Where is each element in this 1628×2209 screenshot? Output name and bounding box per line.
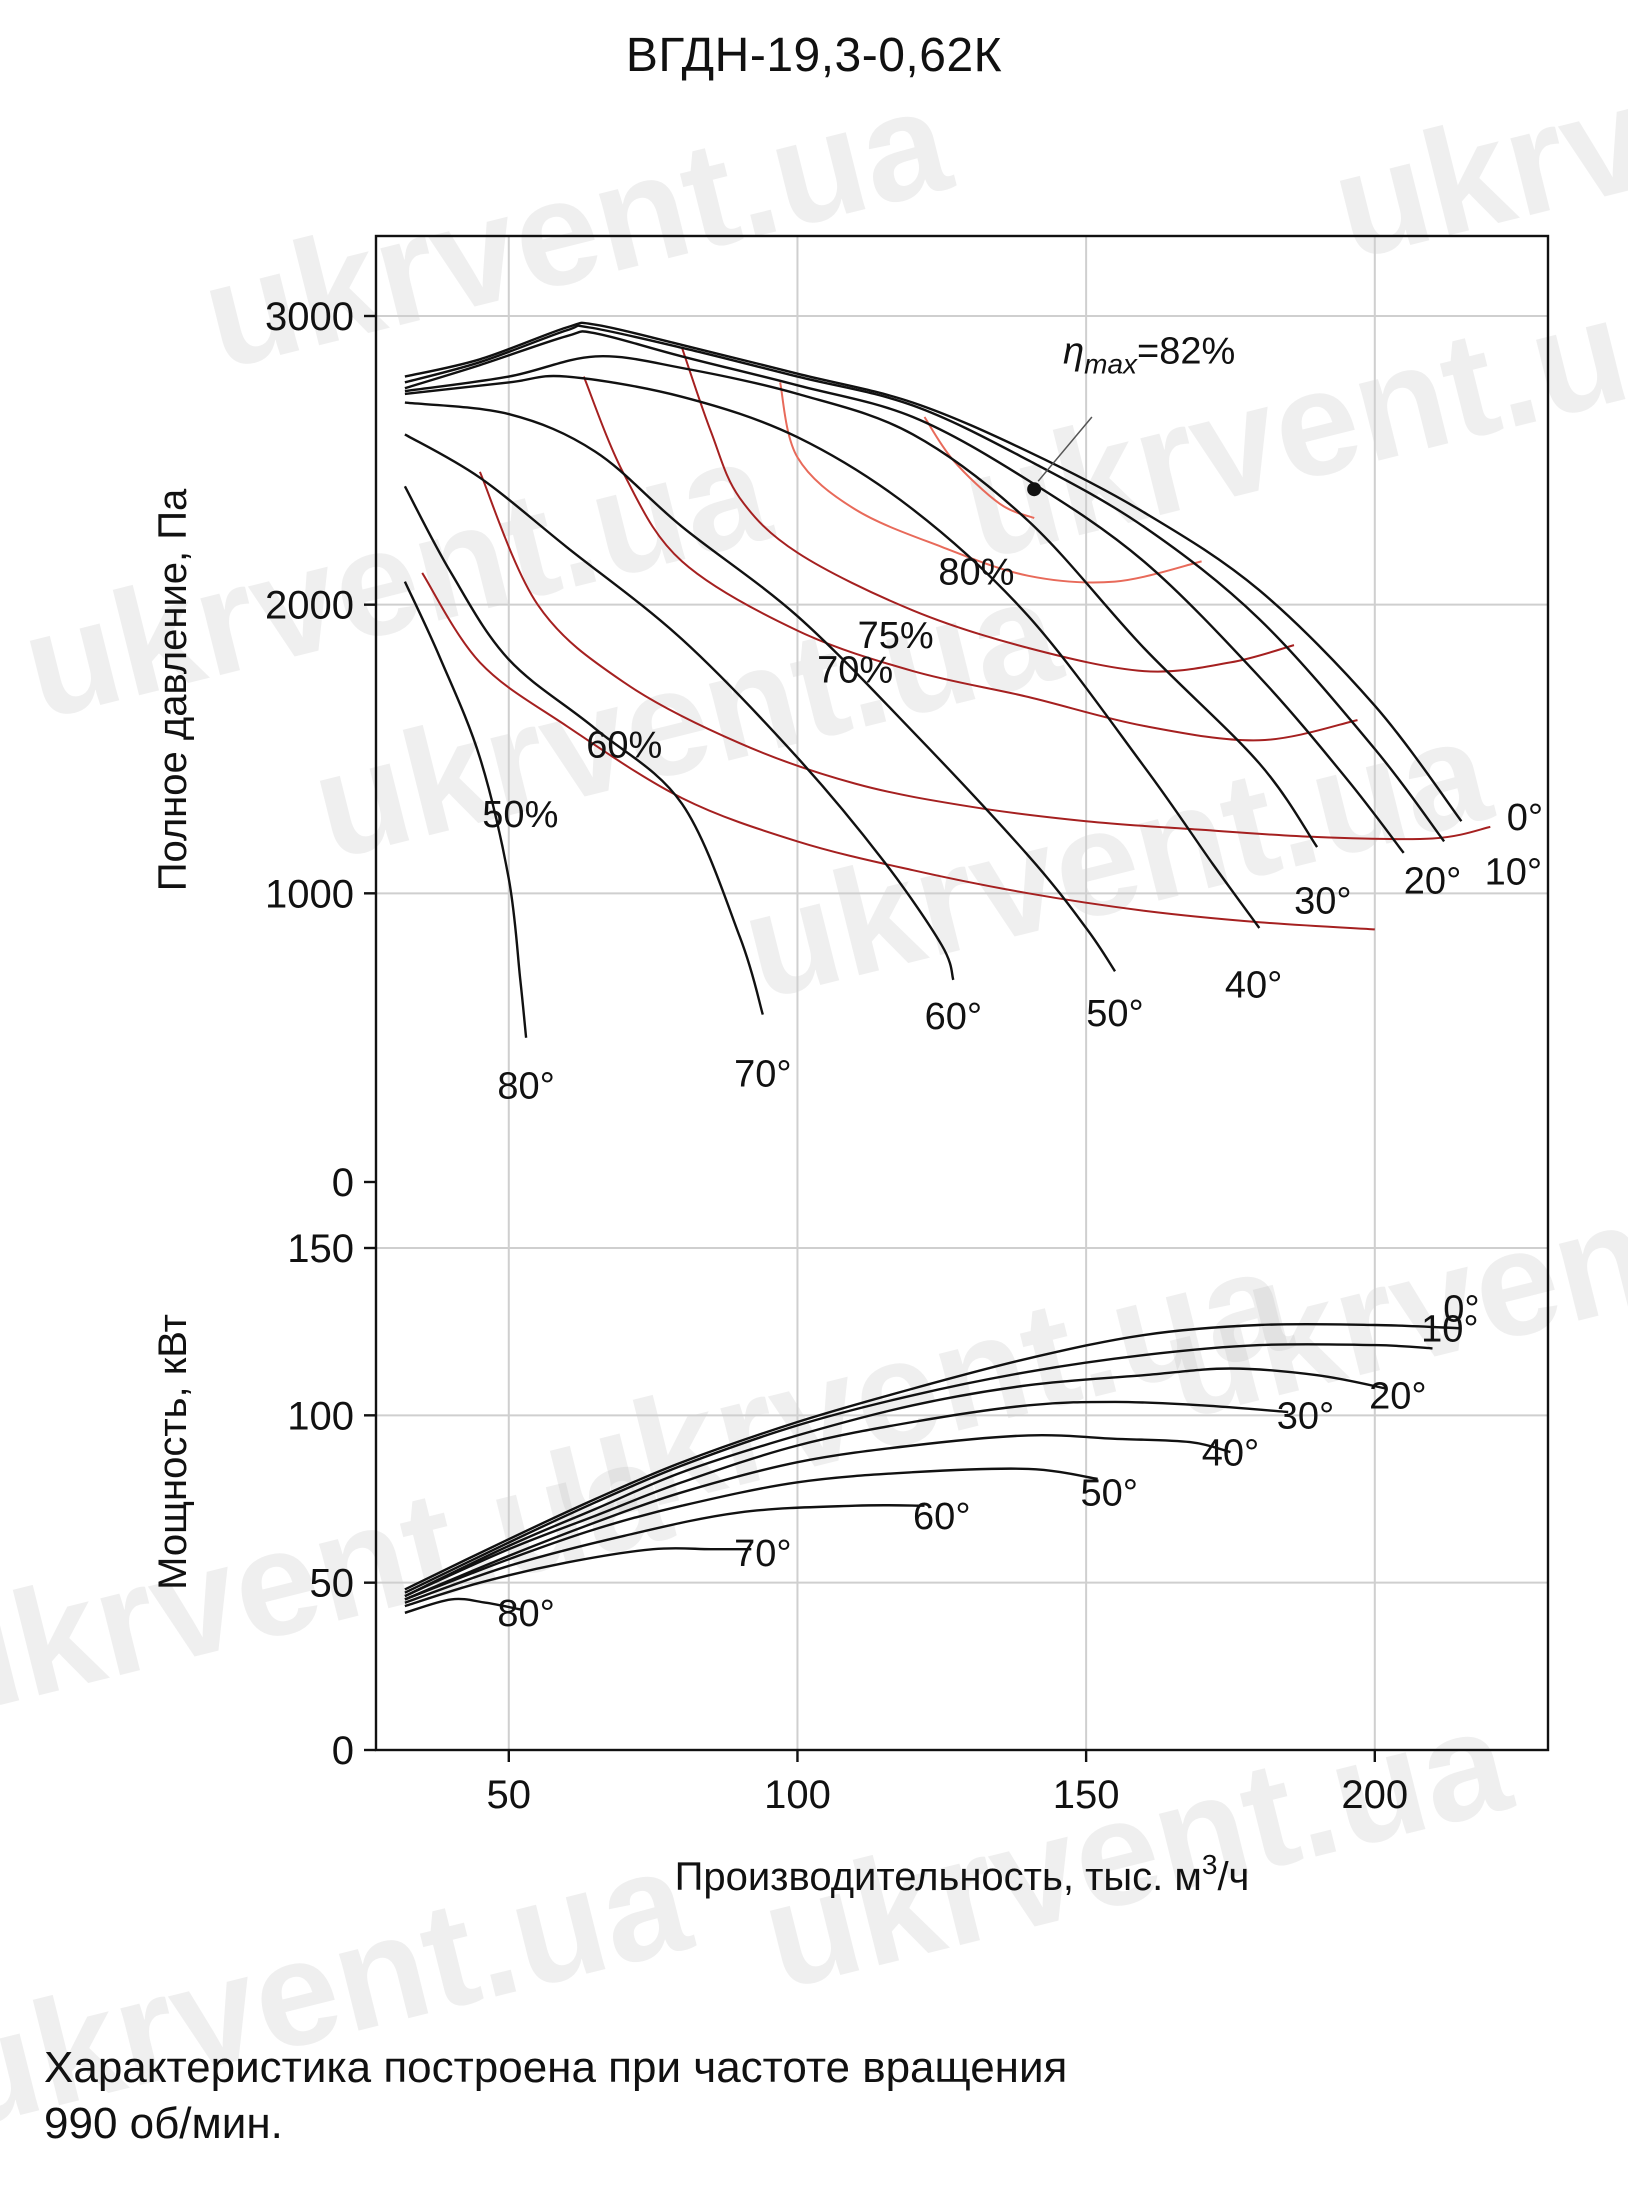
pressure-curve-label: 50°: [1086, 993, 1143, 1035]
power-curve-label: 30°: [1277, 1396, 1334, 1438]
plot-frame: [374, 234, 1550, 1752]
eta-max-point: [1027, 482, 1042, 497]
power-curve-0deg: [404, 1322, 1462, 1591]
y-axis-title-power: Мощность, кВт: [151, 1314, 195, 1590]
power-curve-80deg: [404, 1597, 521, 1614]
pressure-curve-40deg: [404, 374, 1261, 929]
pressure-curve-label: 10°: [1485, 852, 1542, 894]
footnote-line-2: 990 об/мин.: [44, 2099, 283, 2148]
y-tick-label-power: 100: [287, 1394, 354, 1438]
power-curve-label: 80°: [497, 1593, 554, 1635]
chart-grid: [376, 236, 1548, 1750]
pressure-curve-label: 60°: [925, 996, 982, 1038]
x-tick-label: 200: [1341, 1773, 1408, 1817]
pressure-curve-80deg: [403, 581, 528, 1038]
power-curves: [404, 1322, 1462, 1614]
eta-value: =82%: [1137, 331, 1235, 373]
power-curve-label: 20°: [1369, 1376, 1426, 1418]
x-axis-title: Производительность, тыс. м3/ч: [675, 1849, 1250, 1899]
y-tick-label-pressure: 0: [332, 1161, 354, 1205]
y-tick-label-pressure: 3000: [265, 295, 354, 339]
efficiency-label: 80%: [938, 551, 1014, 593]
x-axis-title-sup: 3: [1202, 1849, 1218, 1880]
efficiency-label: 60%: [586, 725, 662, 767]
efficiency-curve-60pct: [478, 471, 1491, 841]
power-curve-70deg: [404, 1547, 752, 1608]
watermark-text: ukrvent.ua: [187, 54, 965, 401]
x-tick-label: 150: [1053, 1773, 1120, 1817]
x-tick-label: 100: [764, 1773, 831, 1817]
pressure-curves: [403, 321, 1463, 1038]
watermark-text: ukrvent.ua: [947, 244, 1628, 591]
power-curve-60deg: [404, 1504, 925, 1604]
pressure-curve-label: 20°: [1404, 860, 1461, 902]
power-curve-label: 10°: [1421, 1309, 1478, 1351]
power-curve-30deg: [404, 1400, 1289, 1598]
efficiency-curve-80pct: [779, 382, 1202, 584]
power-curve-40deg: [404, 1433, 1231, 1601]
eta-symbol: η: [1063, 331, 1084, 373]
footnote-line-1: Характеристика построена при частоте вра…: [44, 2043, 1068, 2092]
pressure-curve-10deg: [404, 324, 1446, 843]
efficiency-curve-75pct: [681, 347, 1295, 673]
pressure-curve-60deg: [404, 433, 955, 981]
efficiency-label: 70%: [817, 650, 893, 692]
pressure-curve-0deg: [404, 321, 1463, 822]
power-curve-50deg: [404, 1467, 1098, 1601]
pressure-curve-label: 70°: [734, 1054, 791, 1096]
power-curve-label: 0°: [1443, 1289, 1479, 1331]
pressure-curve-20deg: [404, 330, 1405, 854]
x-axis-title-main: Производительность, тыс. м: [675, 1855, 1202, 1899]
chart-title: ВГДН-19,3-0,62К: [625, 29, 1003, 82]
x-axis-title-tail: /ч: [1217, 1855, 1249, 1899]
y-tick-label-power: 150: [287, 1227, 354, 1271]
efficiency-label: 75%: [858, 615, 934, 657]
watermark-text: ukrvent.ua: [747, 1674, 1525, 2021]
y-axis-title-pressure: Полное давление, Па: [151, 488, 195, 891]
efficiency-label: 50%: [482, 794, 558, 836]
power-curve-20deg: [404, 1367, 1387, 1598]
power-curve-label: 70°: [734, 1533, 791, 1575]
chart-labels: 50 100 150 2000100020003000050100150Произво…: [151, 295, 1543, 1899]
eta-subscript: max: [1084, 349, 1138, 380]
pressure-curve-50deg: [404, 401, 1116, 972]
eta-max-label: ηmax=82%: [1063, 331, 1235, 380]
chart-axes: [364, 234, 1550, 1762]
pressure-curve-label: 0°: [1507, 797, 1543, 839]
power-curve-label: 50°: [1080, 1473, 1137, 1515]
power-curve-label: 60°: [913, 1496, 970, 1538]
power-curve-label: 40°: [1202, 1433, 1259, 1475]
watermark-layer: ukrvent.uaukrvent.uaukrvent.uaukrvent.ua…: [0, 0, 1628, 2161]
efficiency-curve-70pct: [582, 376, 1358, 742]
efficiency-curves: [421, 347, 1491, 931]
pressure-curve-70deg: [403, 485, 764, 1015]
y-tick-label-power: 50: [310, 1562, 355, 1606]
x-tick-label: 50: [487, 1773, 532, 1817]
efficiency-curve-50pct: [421, 572, 1375, 931]
eta-max-leader: [1037, 416, 1093, 482]
pressure-curve-label: 40°: [1225, 964, 1282, 1006]
y-tick-label-power: 0: [332, 1729, 354, 1773]
y-tick-label-pressure: 2000: [265, 584, 354, 628]
pressure-curve-30deg: [404, 355, 1319, 848]
power-curve-10deg: [404, 1342, 1433, 1594]
watermark-text: ukrvent.ua: [1317, 0, 1628, 291]
y-tick-label-pressure: 1000: [265, 872, 354, 916]
pressure-curve-label: 30°: [1294, 881, 1351, 923]
pressure-curve-label: 80°: [497, 1065, 554, 1107]
footnote: Характеристика построена при частоте вра…: [44, 2040, 1544, 2152]
